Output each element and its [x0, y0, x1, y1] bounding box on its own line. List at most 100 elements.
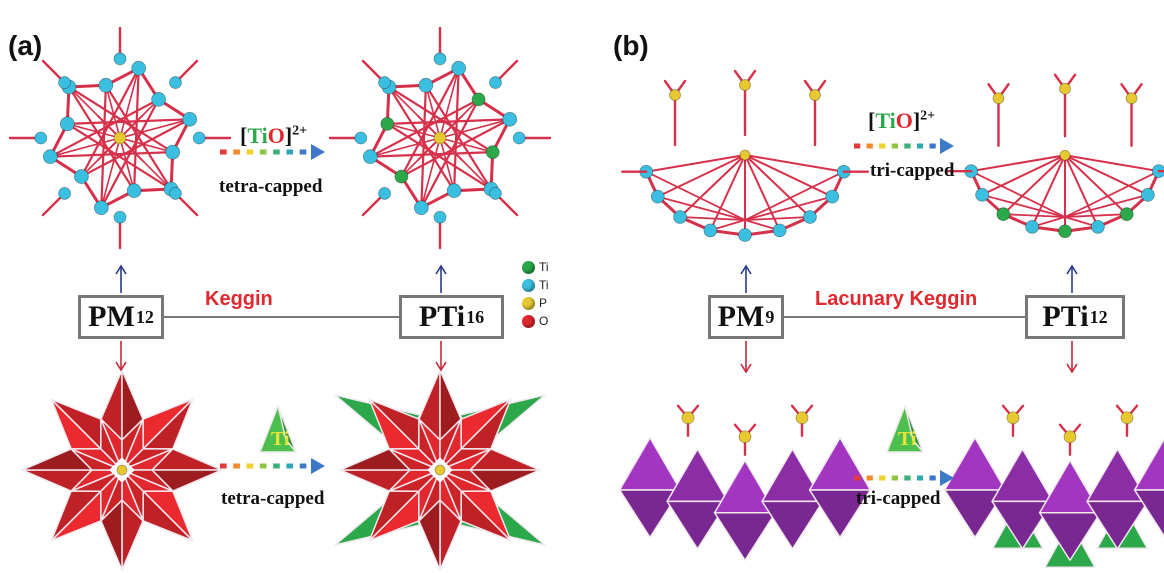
polyhedron-face — [618, 436, 682, 491]
polyhedron-face — [943, 436, 1007, 491]
metal-atom — [1090, 219, 1105, 234]
polyhedron-face — [904, 405, 924, 453]
metal-atom — [126, 183, 142, 199]
up-arrow-pm9 — [740, 264, 752, 293]
tetra-capped-label-top: tetra-capped — [219, 176, 323, 197]
bond — [133, 67, 140, 192]
metal-atom — [34, 131, 48, 145]
tri-capped-label-bottom: tri-capped — [856, 488, 941, 509]
bond — [1031, 154, 1066, 228]
down-arrow-pm12 — [115, 341, 127, 372]
metal-atom — [673, 210, 687, 224]
metal-atom — [433, 52, 447, 66]
bond — [400, 118, 511, 178]
bond — [679, 154, 746, 219]
panel-b-label: (b) — [613, 30, 649, 61]
bond — [1064, 154, 1149, 196]
bond — [100, 137, 121, 209]
pm9-box: PM 9 — [708, 295, 784, 339]
ti-cap-atom — [485, 145, 500, 160]
bond — [67, 85, 174, 154]
bond — [387, 85, 494, 154]
polyhedron-face — [1133, 489, 1164, 538]
bond — [420, 98, 480, 209]
bond — [1002, 154, 1066, 216]
bond — [105, 84, 121, 139]
polyhedron-face — [943, 489, 1007, 539]
arrow-head — [740, 264, 752, 275]
phosphorus-atom — [1063, 430, 1077, 444]
bond — [744, 154, 811, 219]
polyhedron-face — [618, 489, 682, 539]
bond — [744, 170, 845, 221]
phosphorus-atom — [738, 430, 752, 444]
metal-atom — [169, 187, 182, 200]
metal-atom — [451, 60, 467, 76]
panel-b: (b) [TiO]2+ tri-capped PM 9 PTi 12 Lacunar… — [600, 0, 1164, 573]
bond — [119, 137, 135, 192]
metal-atom — [512, 131, 526, 145]
arrow-head — [435, 361, 447, 372]
phosphorus-atom — [116, 464, 128, 476]
bond — [981, 154, 1066, 196]
lacunary-keggin-label: Lacunary Keggin — [815, 288, 978, 310]
metal-atom — [502, 111, 518, 127]
bond — [679, 216, 746, 221]
ti-transform-arrow-a — [220, 458, 325, 474]
bond — [420, 137, 441, 209]
arrow-head — [311, 458, 325, 474]
arrow-head — [1066, 363, 1078, 374]
tri-capped-label-top: tri-capped — [870, 160, 955, 181]
atom-legend: Ti Ti P O — [522, 258, 549, 330]
arrow-head — [940, 138, 954, 154]
arrow-head — [435, 264, 447, 275]
ti-cap-atom — [1119, 207, 1134, 222]
polyhedron-face — [808, 436, 872, 491]
bond — [709, 154, 746, 232]
polyhedron-face — [666, 500, 729, 550]
legend-item-ti-green: Ti — [522, 258, 549, 276]
metal-atom — [825, 189, 840, 204]
polyhedron-face — [1133, 437, 1164, 491]
phosphorus-atom — [434, 464, 446, 476]
pm12-ball-stick-structure — [8, 26, 552, 571]
tio-transform-arrow-b — [854, 138, 954, 154]
bond — [439, 137, 455, 192]
up-arrow-pti16 — [435, 264, 447, 293]
bond — [744, 154, 834, 198]
bond — [369, 98, 480, 158]
ti-tetrahedron-label-b: Ti — [898, 428, 917, 450]
phosphorus-atom — [1006, 411, 1020, 425]
phosphorus-atom — [433, 131, 447, 145]
polyhedron-face — [1038, 512, 1102, 561]
metal-atom — [772, 223, 787, 238]
metal-atom — [42, 149, 58, 165]
phosphorus-atom — [1125, 92, 1138, 105]
metal-atom — [165, 144, 181, 160]
metal-atom — [93, 200, 109, 216]
metal-atom — [58, 76, 71, 89]
tio-formula-a: [TiO]2+ — [240, 123, 308, 148]
arrow-head — [940, 470, 954, 486]
polyhedron-face — [991, 448, 1054, 503]
phosphorus-atom — [739, 79, 751, 91]
legend-item-o: O — [522, 312, 549, 330]
metal-atom — [738, 228, 752, 242]
panel-a-label: (a) — [8, 30, 43, 61]
bond — [1064, 193, 1149, 218]
pti16-box: PTi 16 — [399, 295, 504, 339]
ti-transform-arrow-b — [854, 470, 954, 486]
bond — [369, 137, 441, 158]
metal-atom — [489, 187, 502, 200]
bond — [970, 154, 1066, 173]
polyhedron-face — [713, 512, 777, 561]
bond — [656, 195, 746, 221]
keggin-label: Keggin — [205, 288, 273, 310]
arrow-head — [740, 363, 752, 374]
bond — [744, 216, 811, 221]
metal-atom — [1025, 219, 1040, 234]
polyhedron-face — [761, 500, 824, 550]
ti-cap-atom — [1058, 224, 1072, 239]
phosphorus-atom — [1059, 82, 1071, 95]
phosphorus-atom — [809, 89, 821, 101]
